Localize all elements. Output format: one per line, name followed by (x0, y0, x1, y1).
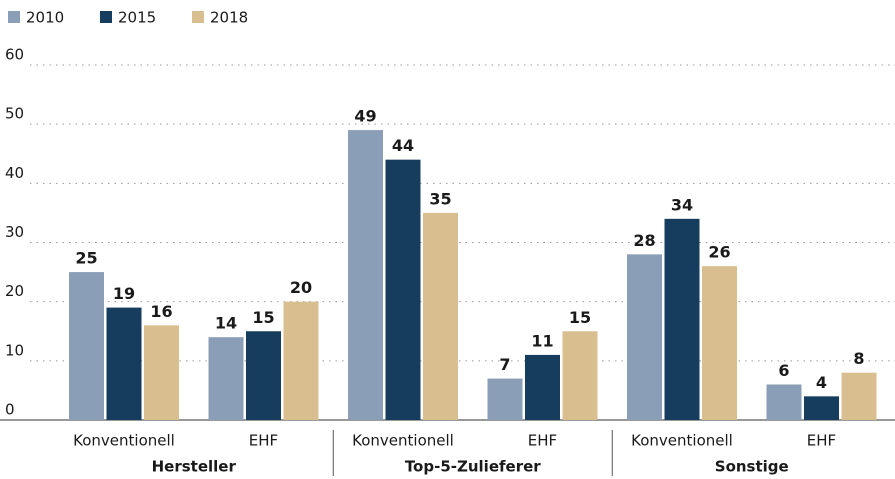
value-label: 8 (853, 349, 864, 368)
value-label: 19 (113, 284, 135, 303)
y-tick-label: 60 (5, 46, 24, 64)
legend-swatch (100, 11, 112, 23)
x-tick-label: EHF (807, 432, 836, 450)
bar (283, 301, 319, 420)
bar (766, 384, 802, 420)
x-tick-label: EHF (528, 432, 557, 450)
value-label: 4 (816, 373, 827, 392)
bar (664, 218, 700, 420)
y-tick-label: 30 (5, 223, 24, 241)
value-label: 25 (75, 249, 97, 268)
bar (804, 396, 839, 420)
bar (246, 331, 281, 420)
group-label: Top-5-Zulieferer (405, 458, 541, 476)
value-label: 49 (354, 107, 376, 126)
bar (144, 325, 179, 420)
legend-swatch (8, 11, 20, 23)
bar (487, 378, 523, 420)
value-label: 14 (215, 314, 237, 333)
y-tick-label: 40 (5, 164, 24, 182)
value-label: 6 (778, 361, 789, 380)
bar (562, 331, 598, 420)
x-tick-label: Konventionell (352, 432, 454, 450)
value-label: 20 (290, 278, 312, 297)
legend-label: 2010 (26, 9, 64, 27)
y-tick-label: 10 (5, 341, 24, 359)
x-tick-label: EHF (249, 432, 278, 450)
group-label: Hersteller (152, 458, 237, 476)
legend-swatch (192, 11, 204, 23)
value-label: 11 (531, 331, 553, 350)
bar (208, 337, 244, 420)
legend-label: 2015 (118, 9, 156, 27)
y-tick-label: 50 (5, 105, 24, 123)
bar (702, 266, 737, 420)
value-label: 7 (499, 355, 510, 374)
y-tick-label: 0 (5, 401, 15, 419)
value-label: 26 (708, 243, 730, 262)
value-label: 15 (569, 308, 591, 327)
bar (841, 372, 877, 420)
value-label: 28 (633, 231, 655, 250)
y-tick-label: 20 (5, 282, 24, 300)
x-tick-label: Konventionell (631, 432, 733, 450)
value-label: 16 (150, 302, 172, 321)
bar (423, 212, 458, 420)
value-label: 15 (252, 308, 274, 327)
bar (525, 354, 560, 420)
legend-label: 2018 (210, 9, 248, 27)
group-label: Sonstige (715, 458, 789, 476)
bar (348, 130, 383, 421)
x-tick-label: Konventionell (73, 432, 175, 450)
value-label: 44 (392, 136, 414, 155)
value-label: 34 (671, 195, 693, 214)
bar (69, 272, 104, 420)
bar (106, 307, 142, 420)
value-label: 35 (429, 189, 451, 208)
bar (627, 254, 662, 420)
bar (385, 159, 421, 420)
